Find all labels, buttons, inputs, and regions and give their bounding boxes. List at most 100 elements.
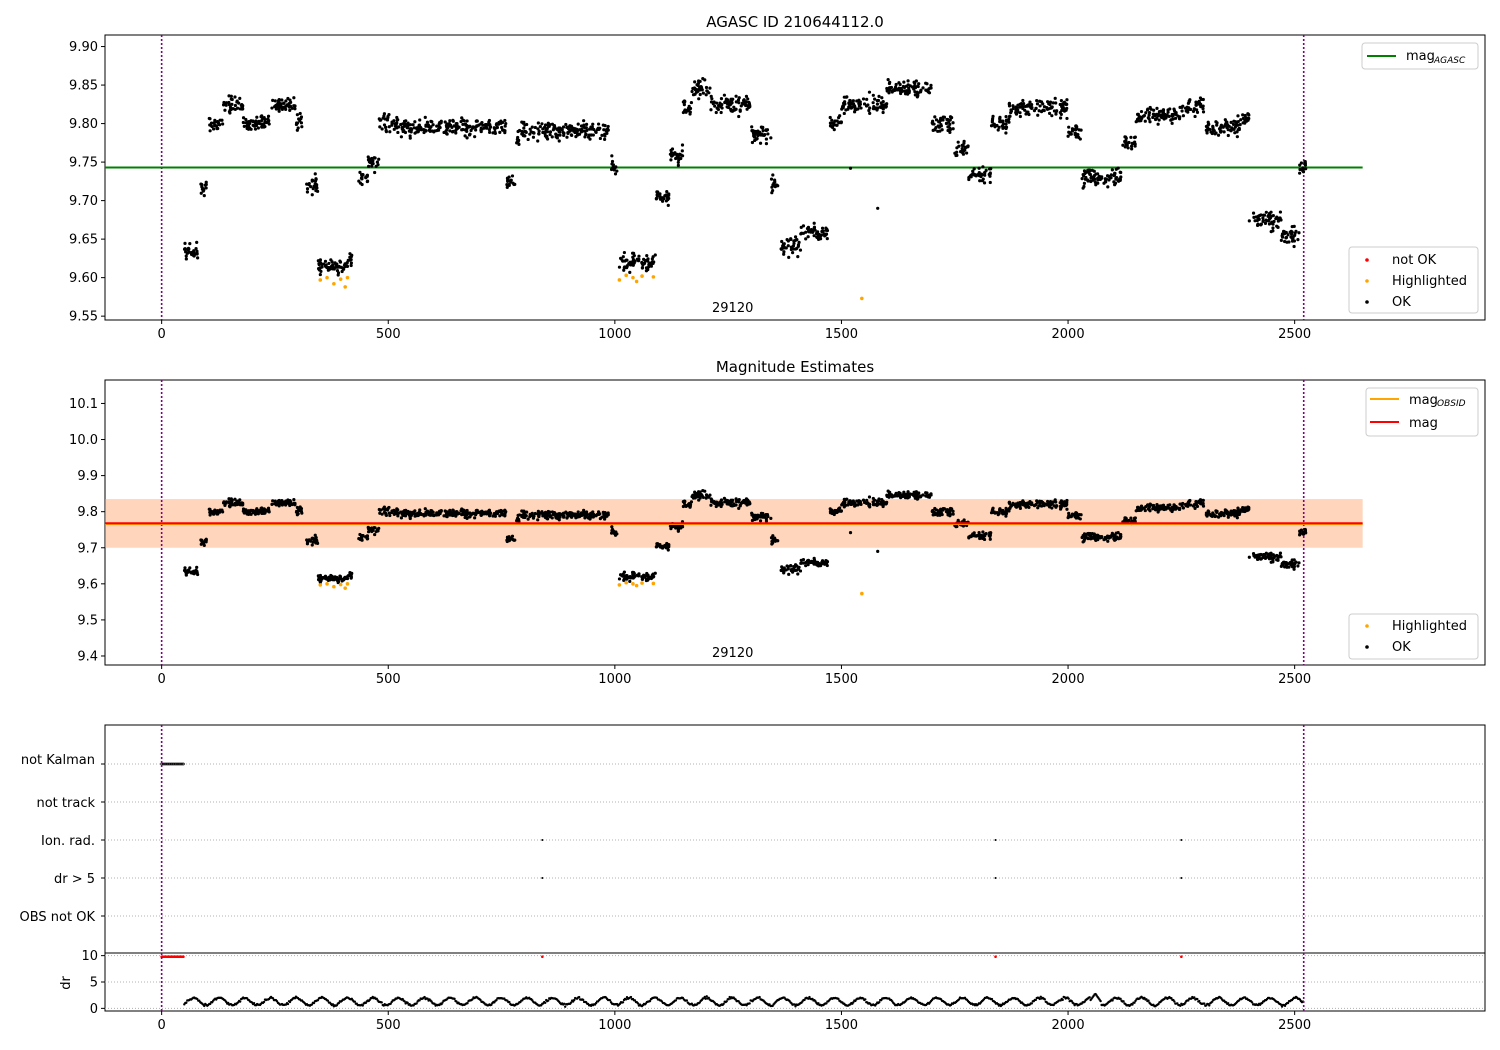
ok-point [307, 538, 311, 542]
ok-point [1195, 108, 1199, 112]
ok-point [1194, 501, 1198, 505]
ok-point [213, 123, 217, 127]
ok-point [1185, 108, 1190, 112]
ok-point [1113, 171, 1117, 175]
ok-point [734, 499, 738, 504]
ok-point [327, 261, 331, 266]
ok-point [582, 508, 586, 512]
ok-point [899, 91, 903, 96]
legend-ok-marker [1365, 300, 1369, 304]
ok-point [847, 101, 851, 105]
ok-point [1058, 110, 1062, 115]
ok-point [598, 517, 602, 521]
ok-point [1303, 161, 1307, 165]
ok-point [643, 259, 647, 263]
ok-point [361, 533, 365, 538]
ok-point [515, 141, 519, 145]
ok-point [1041, 503, 1045, 508]
ok-point [691, 93, 696, 97]
ok-point [203, 183, 207, 187]
ok-point [582, 119, 586, 123]
ok-point [536, 518, 540, 522]
ok-point [737, 96, 741, 100]
magnitude-plot-area: 9.49.59.69.79.89.910.010.10 500 1000 1500 20… [69, 379, 1486, 687]
ok-point [390, 121, 394, 125]
ok-point [737, 114, 741, 119]
ok-point [474, 128, 478, 132]
ok-point [475, 124, 479, 128]
ok-point [1135, 508, 1140, 512]
ok-point [652, 260, 656, 264]
ok-point [310, 543, 314, 547]
ok-point [257, 509, 261, 513]
ok-point [916, 492, 920, 496]
ok-point [448, 129, 452, 133]
ok-point [1181, 114, 1185, 118]
ok-point [1135, 117, 1140, 121]
ok-point [956, 140, 960, 144]
dr-gt5-mark [1180, 877, 1183, 879]
ok-point [1035, 98, 1039, 103]
ok-point [719, 97, 724, 101]
ok-point [761, 129, 765, 133]
ok-point [1194, 102, 1198, 106]
ok-point [694, 90, 699, 94]
ok-point [832, 510, 836, 514]
ok-point [567, 130, 571, 134]
ok-point [1239, 118, 1243, 122]
ok-point [865, 97, 869, 101]
ok-point [1229, 513, 1233, 517]
ok-point [1251, 552, 1256, 556]
ok-point [334, 576, 339, 580]
ok-point [498, 514, 502, 518]
ok-point [791, 570, 795, 574]
ok-point [246, 510, 250, 514]
mag-ytick-label: 10.0 [69, 433, 98, 448]
ok-point [473, 135, 477, 139]
ok-point [501, 128, 505, 132]
ok-point [940, 512, 944, 517]
ok-point [824, 561, 829, 566]
dr-point [562, 1002, 566, 1005]
ok-point [894, 491, 898, 495]
ok-point [263, 120, 267, 124]
ok-point [428, 511, 432, 516]
ok-point [1243, 114, 1247, 118]
ok-point [1234, 510, 1238, 514]
ok-point [497, 509, 501, 513]
ok-point [208, 513, 212, 517]
ok-point [370, 528, 374, 532]
ok-point [405, 126, 409, 130]
ok-point [213, 508, 217, 512]
ok-point [475, 508, 479, 513]
flags-xtick-label: 1500 [825, 1018, 858, 1033]
ok-point [1290, 224, 1294, 229]
ok-point [655, 190, 659, 194]
ok-point [989, 511, 994, 515]
ok-point [1045, 107, 1050, 111]
ok-point [714, 110, 718, 115]
ok-point [697, 97, 701, 101]
ok-point [292, 104, 296, 108]
dr-gt5-mark [994, 877, 997, 879]
ok-point [758, 514, 762, 518]
ok-point [503, 511, 507, 515]
ok-point [701, 91, 705, 95]
ok-point [1216, 133, 1221, 137]
ok-point [1235, 135, 1239, 139]
ok-point [744, 501, 748, 505]
ok-point [1241, 507, 1245, 511]
ok-point [1284, 236, 1288, 240]
ok-point [1052, 504, 1057, 508]
ok-point [298, 119, 302, 123]
ok-point [555, 136, 559, 140]
not-kalman-mark [176, 762, 180, 766]
ok-point [627, 575, 631, 579]
ok-point [384, 125, 388, 129]
ok-point [485, 512, 489, 516]
ok-point [969, 173, 974, 177]
ok-point [1224, 120, 1228, 124]
ok-point [720, 502, 724, 506]
ok-point [753, 138, 757, 143]
ok-point [387, 125, 391, 129]
